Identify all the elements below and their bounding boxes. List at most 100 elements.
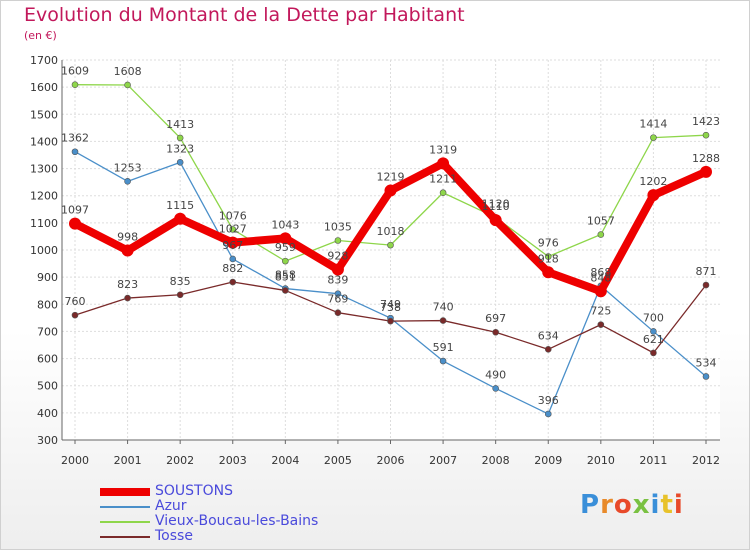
data-point — [384, 184, 397, 197]
data-point — [492, 385, 499, 392]
brand-letter: o — [613, 490, 633, 520]
data-point — [174, 212, 187, 225]
data-point — [331, 263, 344, 276]
chart-title: Evolution du Montant de la Dette par Hab… — [24, 4, 465, 26]
data-label: 868 — [590, 266, 611, 279]
data-label: 1253 — [114, 161, 142, 174]
data-point — [229, 255, 237, 263]
data-label: 749 — [380, 298, 401, 311]
data-label: 591 — [433, 341, 454, 354]
data-label: 851 — [275, 270, 296, 283]
data-label: 823 — [117, 278, 138, 291]
y-tick-label: 700 — [37, 325, 58, 338]
data-label: 1057 — [587, 215, 615, 228]
data-label: 1018 — [377, 225, 405, 238]
x-tick-label: 2011 — [639, 454, 667, 467]
data-label: 1043 — [271, 218, 299, 231]
data-point — [121, 244, 134, 257]
data-point — [71, 81, 79, 88]
data-point — [124, 178, 131, 185]
data-point — [387, 317, 394, 325]
x-tick-label: 2002 — [166, 454, 194, 467]
data-label: 848 — [590, 271, 611, 284]
data-label: 928 — [327, 250, 348, 263]
data-point — [334, 309, 342, 317]
data-point — [334, 290, 342, 298]
legend-swatch — [100, 506, 150, 508]
data-point — [437, 157, 450, 170]
data-point — [594, 285, 607, 298]
data-label: 1288 — [692, 152, 720, 165]
data-label: 976 — [538, 237, 559, 250]
data-point — [439, 189, 447, 197]
data-point — [176, 291, 184, 299]
data-label: 1115 — [166, 199, 194, 212]
x-tick-label: 2012 — [692, 454, 720, 467]
legend-swatch — [100, 521, 150, 523]
brand-logo: Proxiti — [580, 490, 684, 520]
data-label: 1120 — [482, 197, 510, 210]
data-point — [176, 159, 184, 166]
x-tick-label: 2007 — [429, 454, 457, 467]
data-point — [439, 317, 447, 324]
data-point — [282, 287, 289, 294]
data-point — [71, 311, 79, 319]
data-label: 769 — [327, 293, 348, 306]
y-tick-label: 1600 — [30, 81, 58, 94]
data-label: 725 — [590, 305, 611, 318]
data-label: 760 — [65, 295, 86, 308]
data-label: 998 — [117, 231, 138, 244]
data-label: 959 — [275, 241, 296, 254]
data-point — [124, 294, 131, 302]
data-label: 740 — [433, 301, 454, 314]
data-label: 490 — [485, 368, 506, 381]
data-point — [279, 232, 292, 245]
data-label: 1609 — [61, 65, 89, 78]
x-tick-label: 2006 — [377, 454, 405, 467]
legend-label: Tosse — [155, 528, 193, 544]
x-tick-label: 2010 — [587, 454, 615, 467]
data-label: 1219 — [377, 171, 405, 184]
y-tick-label: 800 — [37, 298, 58, 311]
data-point — [176, 134, 184, 142]
x-tick-label: 2008 — [482, 454, 510, 467]
y-tick-label: 1700 — [30, 54, 58, 67]
data-point — [650, 134, 657, 141]
data-point — [597, 231, 605, 238]
data-label: 1608 — [114, 65, 142, 78]
data-label: 621 — [643, 333, 664, 346]
data-label: 858 — [275, 269, 296, 282]
data-point — [647, 189, 660, 202]
x-tick-label: 2000 — [61, 454, 89, 467]
data-label: 1027 — [219, 223, 247, 236]
data-point — [650, 328, 657, 335]
data-label: 1319 — [429, 143, 457, 156]
data-label: 835 — [170, 275, 191, 288]
y-tick-label: 1300 — [30, 163, 58, 176]
data-label: 697 — [485, 312, 506, 325]
data-label: 1202 — [639, 175, 667, 188]
data-point — [492, 328, 499, 336]
data-label: 882 — [222, 262, 243, 275]
data-point — [702, 281, 710, 289]
data-label: 871 — [696, 265, 717, 278]
data-point — [597, 321, 605, 328]
data-point — [229, 226, 237, 233]
x-tick-label: 2001 — [114, 454, 142, 467]
data-point — [226, 236, 239, 249]
y-tick-label: 1000 — [30, 244, 58, 257]
legend-label: Azur — [155, 498, 187, 514]
y-tick-label: 600 — [37, 353, 58, 366]
data-point — [542, 266, 555, 279]
data-label: 1362 — [61, 132, 89, 145]
data-label: 534 — [696, 356, 717, 369]
x-tick-label: 2005 — [324, 454, 352, 467]
brand-letter: x — [632, 490, 651, 520]
chart-unit: (en €) — [24, 29, 57, 42]
data-point — [124, 81, 131, 89]
data-point — [544, 410, 552, 418]
data-label: 1323 — [166, 142, 194, 155]
x-tick-label: 2003 — [219, 454, 247, 467]
data-label: 1076 — [219, 209, 247, 222]
data-label: 839 — [327, 274, 348, 287]
